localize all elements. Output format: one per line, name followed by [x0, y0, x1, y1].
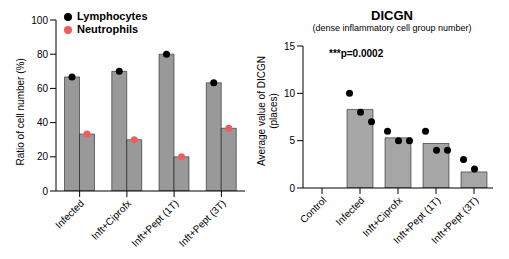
svg-text:Inft+Pept (3T): Inft+Pept (3T) [429, 195, 480, 246]
html-text:(places): (places) [268, 93, 279, 129]
svg-text:Control: Control [298, 195, 329, 226]
svg-text:Infected: Infected [333, 195, 366, 228]
svg-text:40: 40 [37, 117, 49, 128]
svg-text:0: 0 [42, 186, 48, 197]
html-text:***p=0.0002: ***p=0.0002 [329, 48, 384, 59]
svg-text:Infected: Infected [53, 198, 86, 231]
html-text:DICGN: DICGN [371, 8, 413, 23]
svg-text:Inft+Pept (1T): Inft+Pept (1T) [391, 194, 443, 246]
svg-text:Ratio of cell number (%): Ratio of cell number (%) [15, 58, 26, 165]
html-text:Neutrophils: Neutrophils [77, 23, 139, 35]
svg-text:15: 15 [284, 41, 296, 52]
svg-text:10: 10 [284, 88, 296, 99]
svg-text:80: 80 [37, 49, 49, 60]
html-text:(dense inflammatory cell group: (dense inflammatory cell group number) [312, 23, 472, 33]
svg-text:20: 20 [37, 151, 49, 162]
svg-text:5: 5 [289, 135, 295, 146]
svg-text:Inft+Pept (3T): Inft+Pept (3T) [177, 198, 228, 249]
svg-text:Inft+Pept (1T): Inft+Pept (1T) [129, 198, 180, 249]
svg-text:Inft+Ciprofx: Inft+Ciprofx [89, 198, 133, 242]
svg-text:60: 60 [37, 83, 49, 94]
svg-text:100: 100 [31, 15, 48, 26]
html-text:Lymphocytes: Lymphocytes [77, 10, 148, 22]
svg-text:Inft+Ciprofx: Inft+Ciprofx [360, 194, 405, 239]
html-text:Average value of DICGN: Average value of DICGN [256, 56, 267, 166]
svg-text:0: 0 [289, 183, 295, 194]
